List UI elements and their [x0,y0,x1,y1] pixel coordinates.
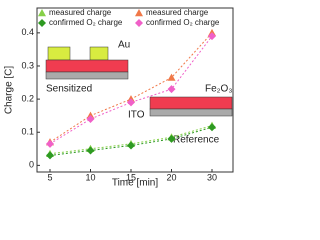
legend-marker [135,19,143,27]
data-point [167,134,176,143]
x-tick-label: 15 [126,172,136,182]
y-tick-label: 0.4 [21,27,34,37]
ito-layer [149,108,233,117]
x-tick-label: 30 [207,172,217,182]
data-point [86,146,95,155]
data-point [46,139,54,148]
ito-layer [45,71,129,80]
data-point [208,32,216,41]
legend-label: measured charge [146,8,209,17]
x-tick-label: 5 [47,172,52,182]
data-point [167,73,176,81]
data-point [208,123,216,132]
x-tick-label: 20 [166,172,176,182]
fe2o3-layer [45,59,129,73]
legend-label: measured charge [49,8,112,17]
annotation: ITO [128,110,145,121]
y-tick-label: 0.3 [21,60,34,70]
chart: Au Sensitized Fe₂O₃ ITO Reference Time [… [4,7,234,189]
au-pad [47,46,71,61]
legend-marker [38,9,46,17]
data-point [127,98,135,107]
annotation: Reference [173,135,220,146]
y-tick-label: 0.1 [21,127,34,137]
legend-label: confirmed O₂ charge [49,18,123,27]
series-line [49,35,213,145]
au-pad [89,46,109,61]
plot-frame [36,7,234,173]
data-point [167,85,176,94]
y-tick-label: 0.2 [21,93,34,103]
y-axis-label: Charge [C] [4,66,15,115]
data-point [46,151,54,160]
y-tick-label: 0 [29,160,34,170]
fe2o3-layer [149,96,233,110]
annotation: Sensitized [46,84,92,95]
legend-label: confirmed O₂ charge [146,18,220,27]
data-point [127,141,135,150]
annotation: Fe₂O₃ [205,84,232,95]
legend-marker [135,9,143,17]
data-point [86,114,95,123]
legend-marker [38,19,46,27]
x-axis-label: Time [min] [112,178,159,189]
annotation: Au [118,40,130,51]
x-tick-label: 10 [85,172,95,182]
